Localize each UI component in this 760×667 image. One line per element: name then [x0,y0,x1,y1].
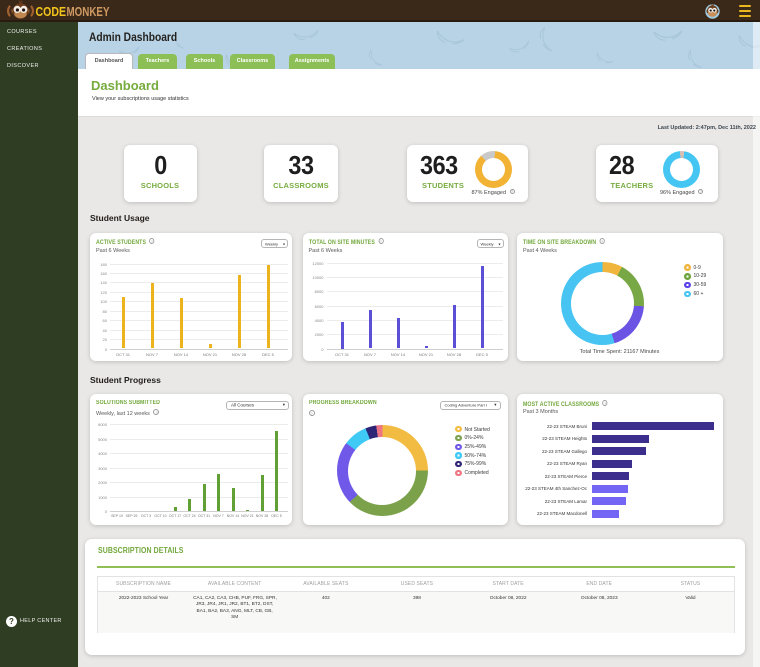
svg-text:MONKEY: MONKEY [67,5,111,19]
svg-text:CODE: CODE [36,5,67,19]
